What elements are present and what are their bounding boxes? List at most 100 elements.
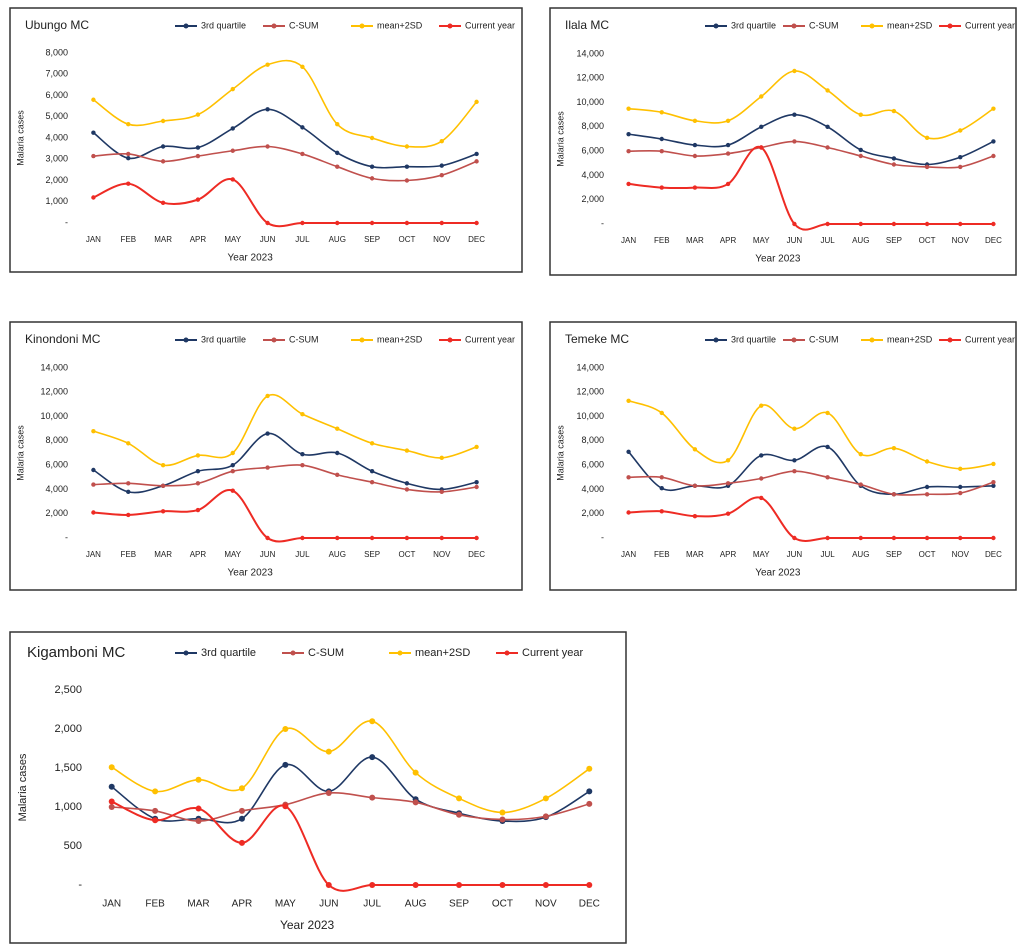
x-tick-label: FEB (120, 235, 136, 244)
data-point (958, 490, 963, 496)
data-point (759, 94, 764, 99)
legend-label: 3rd quartile (731, 334, 776, 344)
data-point (91, 97, 96, 102)
data-point (160, 483, 166, 488)
x-tick-label: SEP (449, 899, 469, 910)
data-point (858, 147, 863, 153)
x-tick-label: DEC (468, 235, 485, 244)
data-point (792, 221, 797, 227)
data-point (404, 178, 410, 183)
data-point (759, 495, 764, 501)
data-point (958, 164, 963, 170)
series-line (93, 145, 477, 182)
data-point (335, 426, 340, 431)
data-point (626, 475, 631, 480)
data-point (626, 510, 631, 515)
x-tick-label: OCT (398, 550, 415, 559)
legend-marker (791, 337, 797, 343)
data-point (230, 488, 235, 493)
x-tick-label: JAN (621, 550, 636, 559)
x-tick-label: AUG (852, 236, 869, 245)
x-tick-label: FEB (654, 236, 670, 245)
y-tick-label: 2,000 (54, 723, 82, 735)
data-point (230, 126, 235, 131)
data-point (126, 181, 131, 186)
y-tick-label: 12,000 (576, 73, 604, 83)
legend-marker (271, 337, 277, 343)
x-tick-label: MAY (753, 236, 770, 245)
y-tick-label: 6,000 (45, 460, 68, 470)
data-point (991, 535, 996, 541)
data-point (282, 803, 289, 810)
data-point (958, 155, 963, 160)
x-tick-label: DEC (985, 550, 1002, 559)
data-point (91, 482, 96, 487)
data-point (891, 445, 897, 451)
y-tick-label: 500 (64, 840, 82, 852)
chart-title: Kigamboni MC (27, 644, 126, 661)
data-point (369, 176, 375, 181)
data-point (126, 481, 131, 486)
y-tick-label: - (78, 879, 82, 891)
y-tick-label: 6,000 (581, 146, 604, 156)
data-point (300, 411, 305, 417)
x-tick-label: OCT (398, 235, 415, 244)
x-tick-label: DEC (985, 236, 1002, 245)
data-point (825, 444, 830, 450)
data-point (265, 107, 270, 112)
data-point (991, 221, 996, 227)
data-point (474, 159, 479, 164)
data-point (659, 509, 664, 514)
data-point (692, 513, 698, 519)
data-point (474, 151, 479, 157)
y-tick-label: 14,000 (576, 362, 604, 372)
series-line (93, 489, 477, 543)
data-point (759, 145, 764, 150)
data-point (108, 798, 115, 805)
data-point (858, 535, 863, 541)
data-point (300, 64, 305, 70)
legend-marker (183, 337, 189, 343)
y-tick-label: 1,500 (54, 762, 82, 774)
y-tick-label: 8,000 (581, 435, 604, 445)
data-point (265, 220, 270, 226)
data-point (858, 452, 863, 457)
legend-label: Current year (465, 334, 515, 344)
data-point (692, 118, 698, 123)
y-axis-label: Malaria cases (17, 753, 29, 821)
data-point (586, 800, 593, 807)
data-point (924, 535, 930, 541)
data-point (725, 511, 731, 516)
legend-marker (447, 23, 453, 29)
data-point (456, 811, 463, 818)
data-point (91, 467, 96, 473)
y-tick-label: 4,000 (45, 484, 68, 494)
legend-label: Current year (965, 334, 1015, 344)
y-tick-label: 4,000 (581, 170, 604, 180)
x-tick-label: JUL (295, 550, 310, 559)
x-tick-label: FEB (120, 550, 136, 559)
data-point (230, 148, 235, 153)
data-point (924, 221, 930, 227)
data-point (542, 795, 549, 802)
legend-label: mean+2SD (377, 334, 423, 344)
data-point (300, 452, 305, 457)
data-point (230, 177, 235, 182)
data-point (195, 818, 202, 825)
y-tick-label: 14,000 (576, 48, 604, 58)
legend-marker (947, 337, 953, 343)
data-point (404, 144, 410, 149)
x-tick-label: MAY (224, 550, 241, 559)
data-point (586, 882, 593, 888)
data-point (335, 220, 340, 226)
legend-label: C-SUM (809, 334, 839, 344)
x-tick-label: SEP (364, 550, 380, 559)
data-point (891, 492, 897, 497)
data-point (792, 68, 797, 74)
data-point (474, 444, 479, 450)
data-point (991, 483, 996, 488)
x-tick-label: NOV (433, 550, 451, 559)
chart-panel: Kigamboni MC - 500 1,000 1,500 2,000 2,500 Mala… (9, 631, 627, 944)
data-point (725, 481, 731, 486)
y-tick-label: - (65, 532, 68, 542)
